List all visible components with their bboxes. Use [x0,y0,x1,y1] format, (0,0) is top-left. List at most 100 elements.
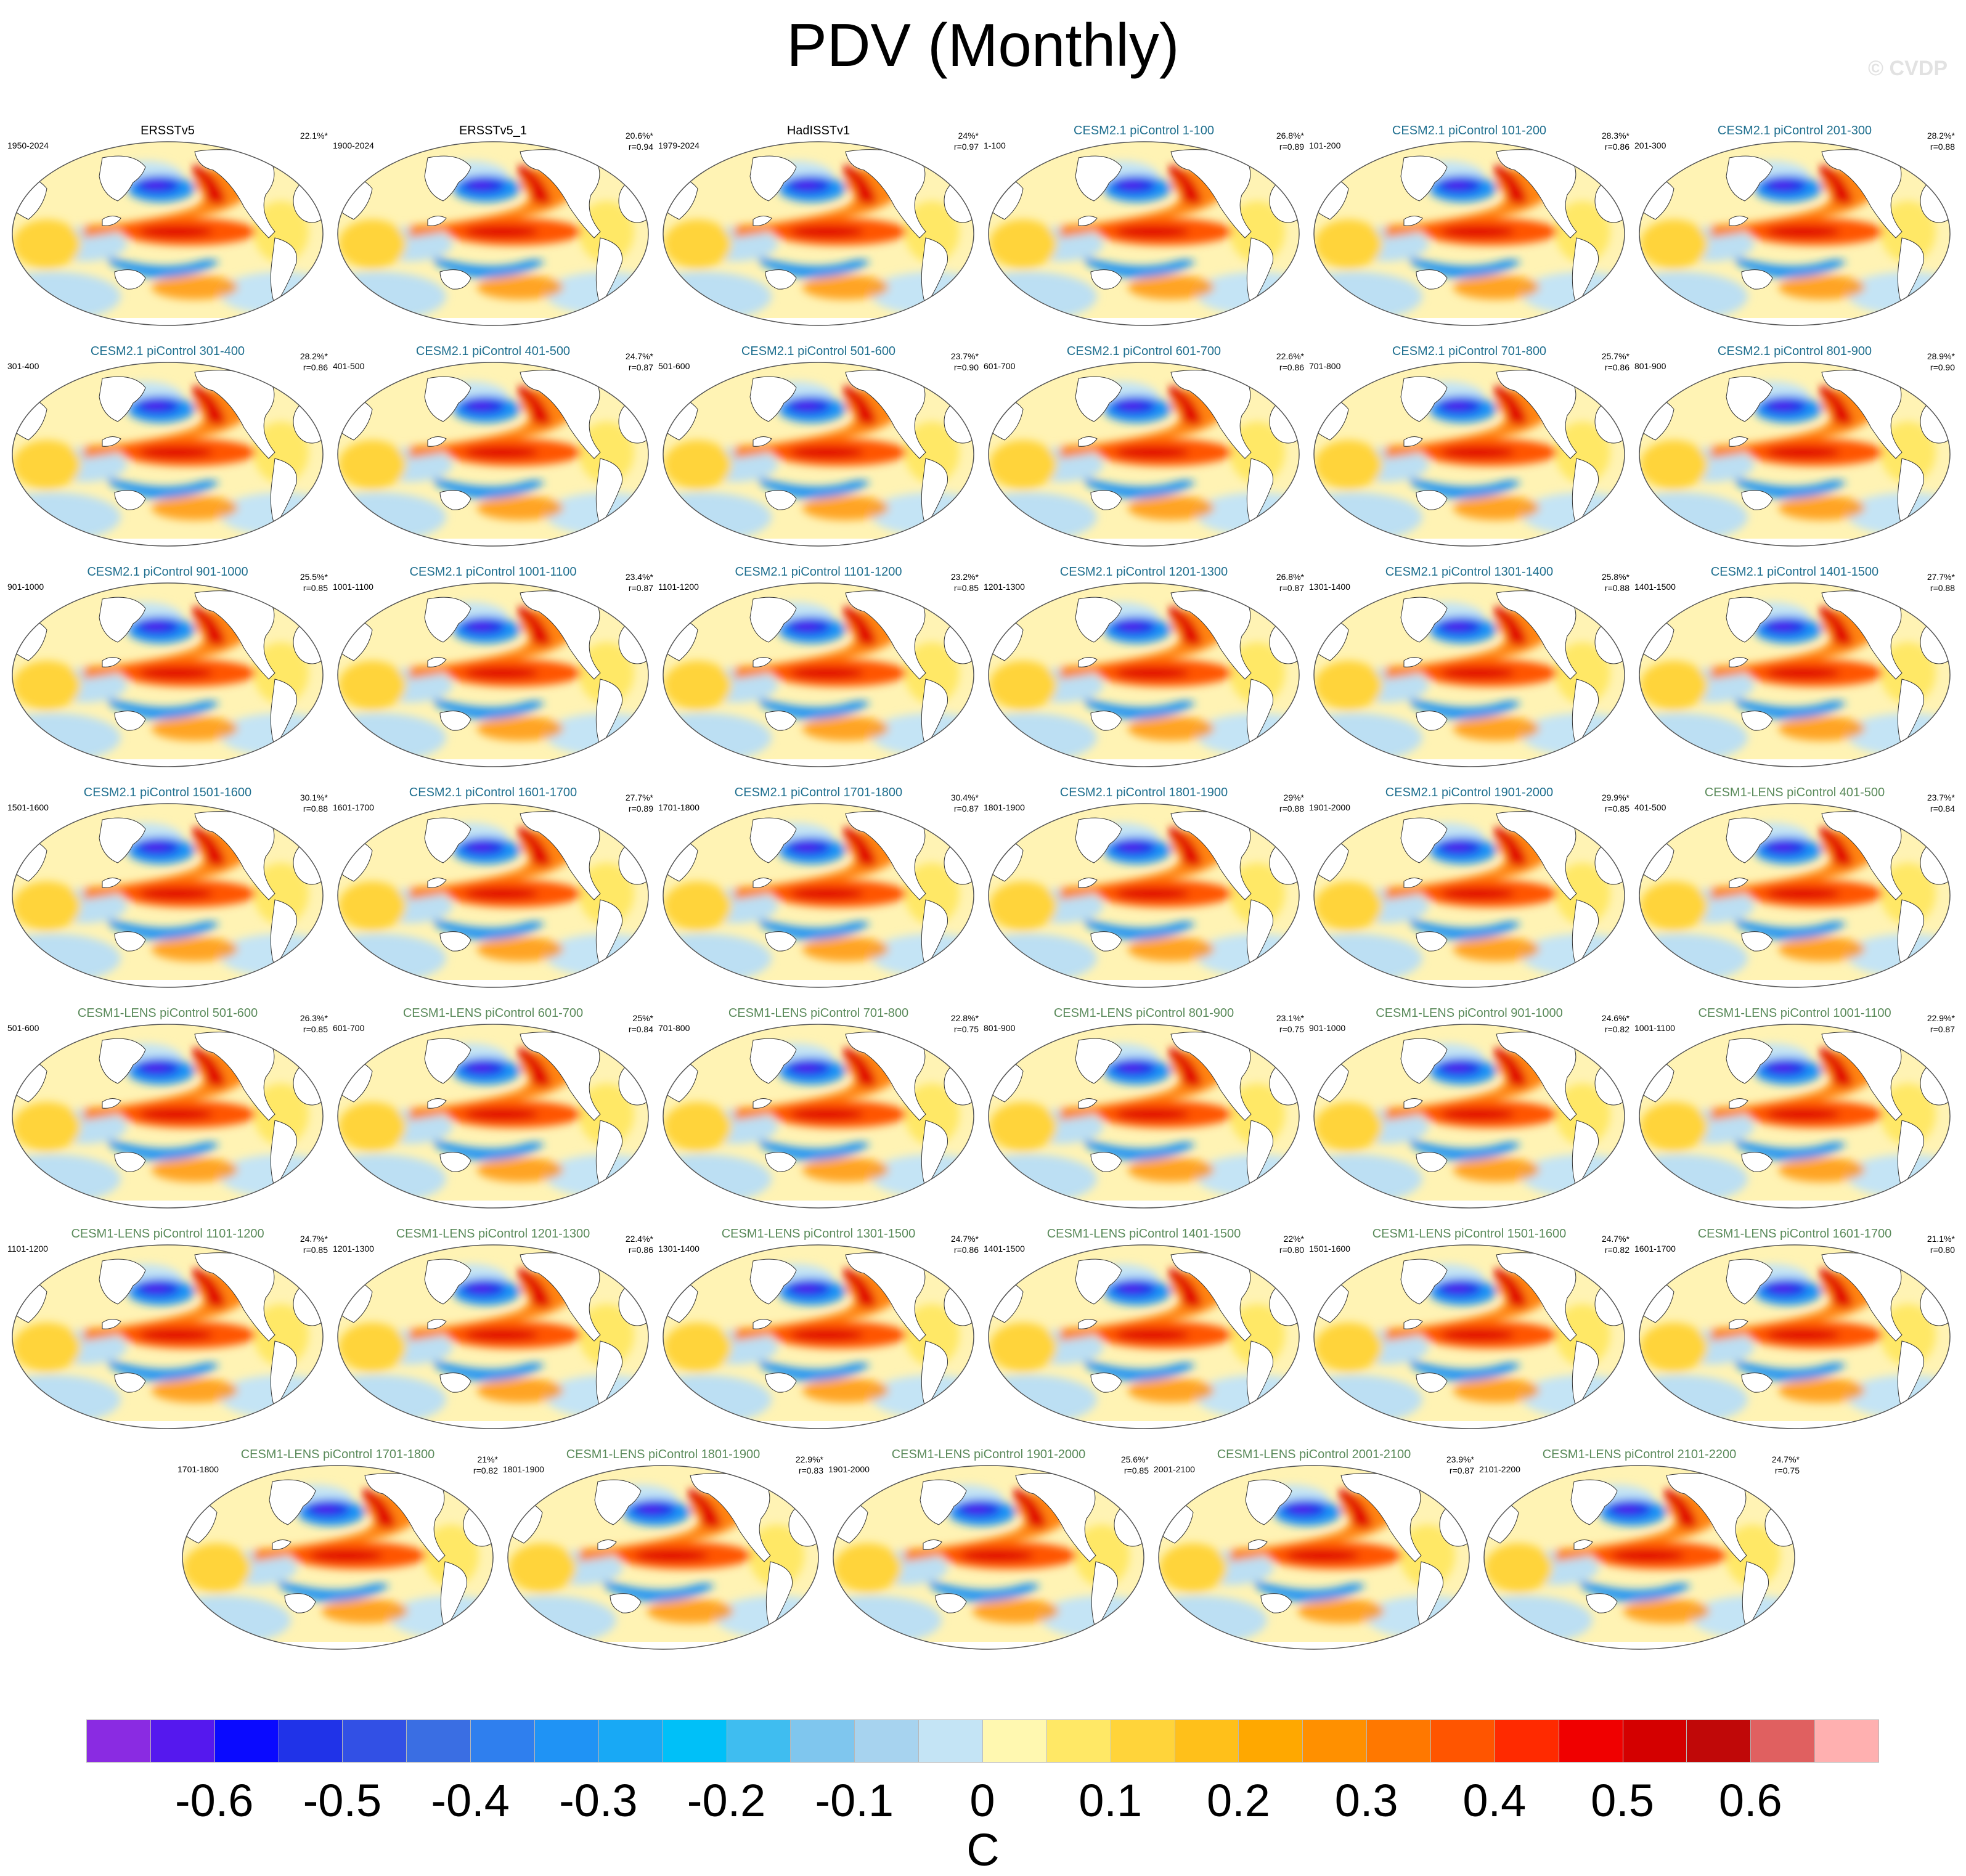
maritime-continent [1078,657,1098,667]
panel-title: CESM1-LENS piControl 2101-2200 [1542,1448,1737,1461]
south-america-landmass [1416,1561,1444,1631]
antarctica-landmass [663,318,974,325]
panel-title: CESM2.1 piControl 1101-1200 [735,565,902,579]
maritime-continent [753,878,772,888]
map-container [1637,360,1952,549]
maritime-continent [1729,657,1748,667]
map-container [986,1242,1302,1431]
maritime-continent [102,1098,121,1109]
panel-pattern-corr: r=0.85 [303,583,328,593]
asia-landmass [1726,155,1773,202]
map-panel: CESM1-LENS piControl 1901-2000 1901-2000 2… [826,1447,1151,1654]
panel-pattern-corr: r=0.75 [953,1024,979,1034]
asia-landmass [1075,597,1122,643]
panel-period: 601-700 [984,361,1016,371]
sst-anomaly-map [988,1024,1300,1209]
maritime-continent [1729,1098,1748,1109]
sst-anomaly-map [337,582,649,767]
australia-landmass [765,1152,797,1172]
antarctica-landmass [989,1421,1299,1429]
sst-anomaly-map [1313,1024,1625,1209]
south-america-landmass [1897,899,1925,969]
antarctica-landmass [1314,539,1625,546]
panel-title: CESM2.1 piControl 1401-1500 [1710,565,1879,579]
map-container [10,360,325,549]
maritime-continent [1078,1098,1098,1109]
map-container [1311,801,1627,990]
panel-title: CESM2.1 piControl 301-400 [90,345,245,358]
south-america-landmass [595,679,623,748]
maritime-continent [1403,1319,1423,1329]
panel-pattern-corr: r=0.84 [628,1024,653,1034]
asia-landmass [1400,1258,1448,1305]
map-container [986,801,1302,990]
colorbar-box [1750,1719,1816,1763]
panel-pattern-corr: r=0.87 [1930,1024,1955,1034]
antarctica-landmass [12,759,323,767]
map-container [335,139,651,328]
panel-variance-pct: 23.4%* [625,572,653,582]
colorbar-tick-label: 0.6 [1718,1775,1782,1826]
antarctica-landmass [12,539,323,546]
panel-title: CESM1-LENS piControl 1401-1500 [1046,1227,1241,1241]
map-container [1311,360,1627,549]
map-panel: CESM1-LENS piControl 1501-1600 1501-1600 2… [1307,1226,1632,1434]
asia-landmass [1726,817,1773,863]
panel-period: 2001-2100 [1154,1464,1195,1474]
panel-title: CESM2.1 piControl 801-900 [1717,345,1872,358]
panel-period: 1601-1700 [333,802,374,812]
asia-landmass [1570,1479,1618,1525]
antarctica-landmass [1639,980,1950,987]
colorbar-box [854,1719,920,1763]
antarctica-landmass [338,539,648,546]
panel-period: 1401-1500 [984,1244,1025,1254]
asia-landmass [749,597,797,643]
antarctica-landmass [989,539,1299,546]
panel-title: CESM1-LENS piControl 1901-2000 [891,1448,1086,1461]
colorbar-tick-label: 0.5 [1591,1775,1654,1826]
australia-landmass [935,1593,967,1613]
panel-period: 701-800 [658,1023,690,1033]
antarctica-landmass [338,759,648,767]
panel-pattern-corr: r=0.89 [1279,142,1304,152]
map-panel: HadISSTv1 1979-2024 24%* r=0.97 [656,123,981,330]
panel-pattern-corr: r=0.86 [1279,362,1304,372]
australia-landmass [114,269,146,290]
map-panel: CESM2.1 piControl 1-100 1-100 26.8%* r=0.89 [981,123,1307,330]
maritime-continent [753,1319,772,1329]
panel-title: CESM1-LENS piControl 1201-1300 [396,1227,590,1241]
antarctica-landmass [663,980,974,987]
asia-landmass [269,1479,316,1525]
sst-anomaly-map [337,141,649,326]
panel-variance-pct: 22.9%* [795,1454,823,1464]
panel-variance-pct: 30.1%* [300,793,328,802]
panel-variance-pct: 24.7%* [950,1234,979,1244]
panel-variance-pct: 24.6%* [1601,1013,1629,1023]
maritime-continent [102,216,121,226]
south-america-landmass [1246,237,1274,307]
australia-landmass [114,711,146,731]
panel-pattern-corr: r=0.87 [953,804,979,814]
asia-landmass [1245,1479,1292,1525]
south-america-landmass [921,899,948,969]
map-container [505,1463,821,1652]
australia-landmass [1741,1372,1773,1393]
south-america-landmass [1572,1120,1599,1189]
map-panel: CESM2.1 piControl 101-200 101-200 28.3%* r=… [1307,123,1632,330]
map-panel: CESM1-LENS piControl 1701-1800 1701-1800 2… [175,1447,500,1654]
antarctica-landmass [338,980,648,987]
sst-anomaly-map [12,582,324,767]
map-panel-grid: ERSSTv5 1950-2024 22.1%* ERSSTv5_1 1900-2024… [5,123,1955,1654]
antarctica-landmass [989,318,1299,325]
panel-variance-pct: 28.3%* [1601,131,1629,141]
antarctica-landmass [1639,318,1950,325]
sst-anomaly-map [833,1465,1144,1650]
antarctica-landmass [1314,318,1625,325]
map-panel: CESM1-LENS piControl 1401-1500 1401-1500 2… [981,1226,1307,1434]
australia-landmass [1741,931,1773,952]
panel-period: 1101-1200 [658,582,699,592]
map-panel: CESM2.1 piControl 901-1000 901-1000 25.5%*… [5,565,330,772]
maritime-continent [1403,1098,1423,1109]
panel-title: CESM2.1 piControl 1601-1700 [409,786,577,799]
panel-pattern-corr: r=0.85 [953,583,979,593]
